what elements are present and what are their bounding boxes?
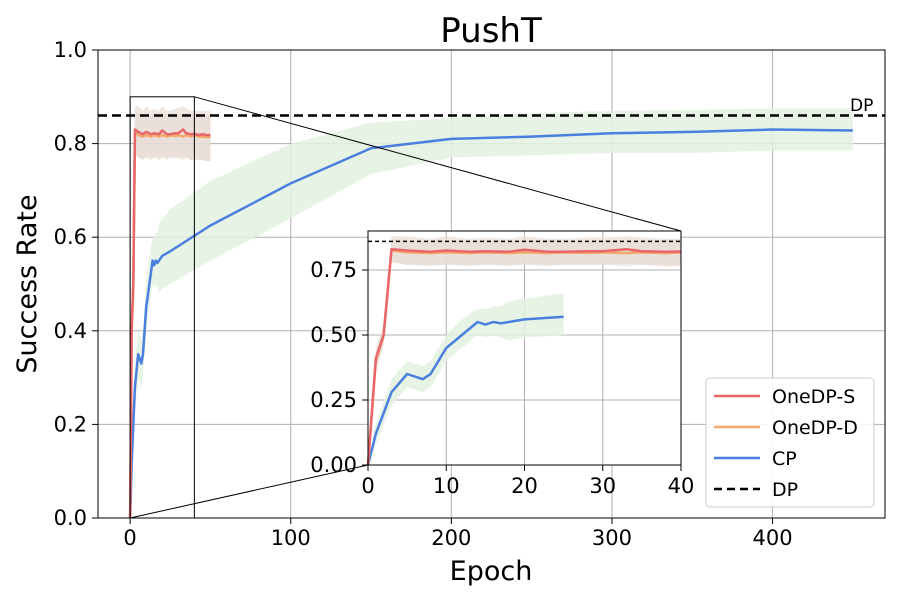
zoom-connector-bottom xyxy=(130,464,369,519)
main-line-onedp-s xyxy=(128,128,211,519)
inset-x-tick-label-2: 20 xyxy=(511,474,538,498)
inset-x-tick-label-3: 30 xyxy=(589,474,616,498)
x-tick-label-0: 0 xyxy=(123,526,136,550)
inset-bands xyxy=(368,236,681,465)
inset-y-tick-label-1: 0.25 xyxy=(310,388,357,412)
inset-x-tick-label-1: 10 xyxy=(433,474,460,498)
inset-ticks: 0 10 20 30 40 0.00 0.25 0.50 0.75 xyxy=(310,258,694,498)
x-tick-label-2: 200 xyxy=(431,526,471,550)
y-tick-label-5: 1.0 xyxy=(54,38,87,62)
legend-label-dp: DP xyxy=(772,479,798,501)
inset-chart: 0 10 20 30 40 0.00 0.25 0.50 0.75 xyxy=(310,230,694,498)
main-bands xyxy=(130,106,853,518)
x-axis-label: Epoch xyxy=(450,556,533,587)
inset-x-tick-label-4: 40 xyxy=(668,474,695,498)
inset-y-tick-label-2: 0.50 xyxy=(310,323,357,347)
dp-annotation: DP xyxy=(850,96,873,116)
inset-band-cp xyxy=(368,293,564,465)
legend-label-onedp-d: OneDP-D xyxy=(772,417,858,439)
y-axis-label: Success Rate xyxy=(12,194,43,373)
x-tick-label-4: 400 xyxy=(753,526,793,550)
zoom-connector-top xyxy=(194,96,682,232)
inset-line-onedp-s xyxy=(366,247,682,466)
inset-y-tick-label-0: 0.00 xyxy=(310,453,357,477)
legend-label-cp: CP xyxy=(772,448,797,470)
legend-label-onedp-s: OneDP-S xyxy=(772,386,855,408)
y-tick-label-4: 0.8 xyxy=(54,132,87,156)
y-tick-label-0: 0.0 xyxy=(54,506,87,530)
main-axes-frame xyxy=(97,49,886,519)
main-band-cp xyxy=(130,108,853,518)
inset-lines xyxy=(366,240,682,466)
legend: OneDP-S OneDP-D CP DP xyxy=(705,377,875,508)
main-line-onedp-d xyxy=(128,130,211,519)
y-tick-label-1: 0.2 xyxy=(54,412,87,436)
inset-x-tick-label-0: 0 xyxy=(361,474,374,498)
main-band-onedp-d xyxy=(130,110,211,518)
main-lines xyxy=(98,114,885,519)
inset-y-tick-label-3: 0.75 xyxy=(310,258,357,282)
inset-band-onedp-d xyxy=(368,238,681,465)
y-tick-label-3: 0.6 xyxy=(54,225,87,249)
chart-title: PushT xyxy=(440,11,542,51)
inset-line-cp xyxy=(366,315,564,466)
x-tick-label-1: 100 xyxy=(271,526,311,550)
main-line-cp xyxy=(128,128,853,519)
y-tick-label-2: 0.4 xyxy=(54,319,87,343)
x-tick-label-3: 300 xyxy=(592,526,632,550)
legend-box xyxy=(705,377,875,508)
